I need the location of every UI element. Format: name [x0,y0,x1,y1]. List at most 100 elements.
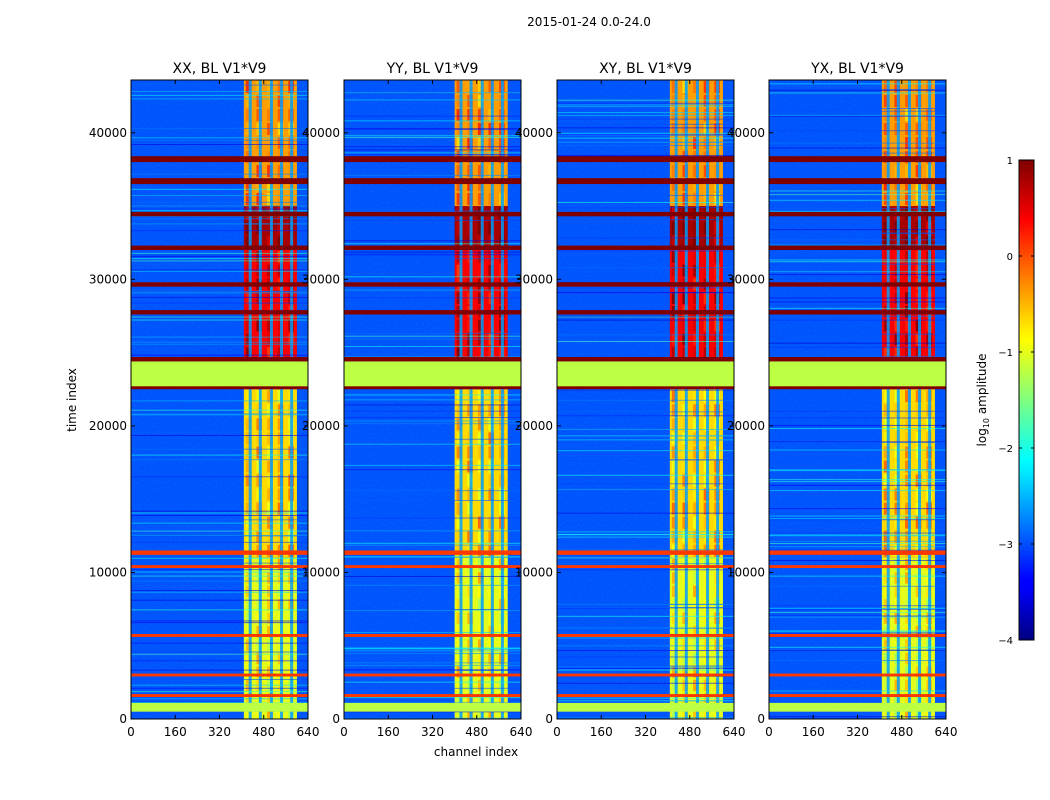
noise-row [557,645,734,647]
band-cell [883,446,890,459]
noise-row [557,682,734,684]
noise-row [769,114,946,116]
colorbar: −4 −3 −2 −1 0 1 log10 amplitude [975,156,1035,647]
band-cell [905,612,911,624]
band-cell [693,558,699,571]
band-cell [456,693,463,705]
band-cell [477,666,484,678]
band-cell [245,666,252,678]
noise-row [131,620,308,622]
band-cell [693,347,699,359]
noise-row [557,536,734,538]
band-cell [905,446,911,459]
band-cell [267,706,273,718]
flagged-row [769,386,946,390]
noise-row [344,152,521,154]
noise-row [769,428,946,430]
flagged-row [344,702,521,712]
flagged-row [131,310,308,315]
band-cell [693,652,699,665]
band-cell [245,251,252,263]
x-tick-label: 320 [421,725,444,739]
noise-row [131,448,308,450]
noise-row [769,142,946,144]
noise-row [557,415,734,417]
noise-row [344,647,521,649]
band-cell [693,418,699,431]
noise-row [769,479,946,481]
noise-row [344,632,521,634]
band-cell [245,612,252,624]
band-cell [905,432,911,445]
noise-row [769,107,946,109]
noise-row [557,123,734,125]
flagged-row [131,565,308,569]
panel-title: YY, BL V1*V9 [386,61,479,77]
band-cell [693,585,699,598]
band-cell [693,333,699,346]
noise-row [131,591,308,593]
noise-row [769,297,946,299]
band-cell [671,432,678,445]
noise-row [769,239,946,241]
noise-row [769,259,946,261]
noise-row [344,711,521,713]
flagged-row [557,550,734,555]
band-cell [905,652,911,665]
band-cell [905,95,911,108]
noise-row [131,252,308,254]
band-cell [883,666,890,678]
noise-row [769,615,946,617]
noise-row [769,559,946,561]
noise-row [131,691,308,693]
panel-0: XX, BL V1*V9 0 160 320 480 640 0 10000 20000 3000… [89,61,320,739]
noise-row [131,90,308,92]
band-cell [477,679,484,692]
band-cell [905,572,911,584]
colorbar-label-sub: 10 [982,418,991,428]
noise-row [131,522,308,524]
noise-row [769,607,946,609]
noise-row [557,291,734,293]
band-cell [477,530,484,543]
band-cell [905,706,911,718]
noise-row [131,208,308,210]
band-cell [456,488,463,501]
noise-row [344,423,521,425]
band-cell [456,390,463,403]
channel-stripe [928,80,932,719]
band-cell [883,558,890,571]
band-cell [477,347,484,359]
band-cell [267,652,273,665]
flagged-row [131,550,308,555]
flagged-row [557,156,734,163]
band-cell [883,679,890,692]
noise-row [344,443,521,445]
band-cell [267,251,273,263]
noise-row [344,410,521,412]
noise-row [131,651,308,653]
noise-row [557,450,734,452]
noise-row [769,549,946,551]
band-cell [456,179,463,192]
band-cell [245,179,252,192]
band-cell [883,652,890,665]
noise-row [344,648,521,650]
noise-row [131,669,308,671]
band-cell [883,474,890,487]
noise-row [769,608,946,610]
noise-row [131,316,308,318]
channel-stripe [684,80,688,719]
band-cell [267,530,273,543]
band-cell [456,193,463,206]
band-cell [671,625,678,638]
band-cell [456,418,463,431]
noise-row [769,543,946,545]
band-cell [671,390,678,403]
flagged-row [557,310,734,315]
band-cell [267,347,273,359]
band-cell [245,432,252,445]
band-cell [456,558,463,571]
band-cell [267,639,273,651]
noise-row [769,410,946,412]
